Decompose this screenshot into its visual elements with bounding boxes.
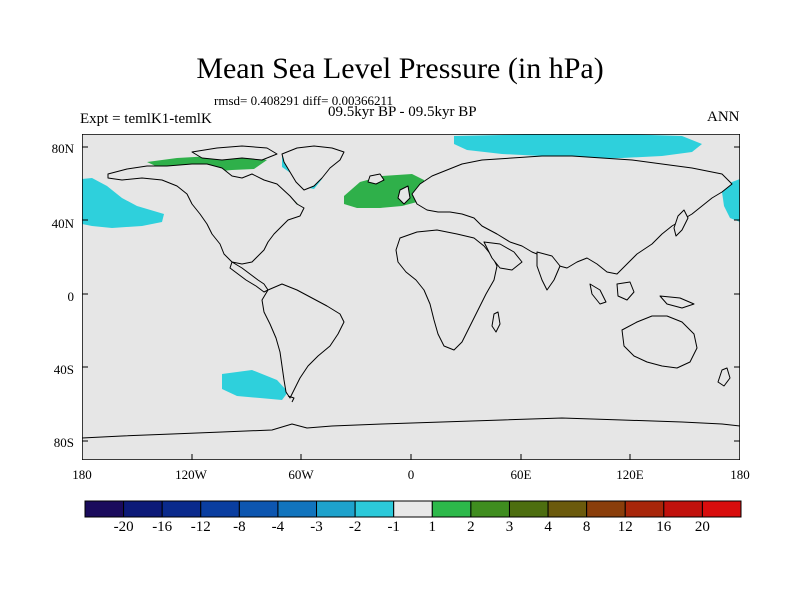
negative-anomaly-north-pacific-east	[722, 179, 740, 222]
colorbar-box	[547, 500, 588, 518]
colorbar-box	[84, 500, 125, 518]
colorbar-label: 20	[694, 519, 710, 535]
colorbar-label: -20	[113, 519, 134, 535]
colorbar-label: 4	[544, 519, 552, 535]
colorbar-box	[354, 500, 395, 518]
canadian-archipelago	[191, 145, 278, 161]
central-america	[229, 261, 269, 293]
colorbar-label: 2	[467, 519, 475, 535]
antarctica	[82, 417, 740, 460]
season-label: ANN	[707, 109, 740, 125]
south-america	[261, 283, 345, 399]
colorbar-label: 16	[656, 519, 672, 535]
rmsd-diff-stats: rmsd= 0.408291 diff= 0.00366211	[214, 93, 393, 108]
lon-label-60w: 60W	[288, 467, 314, 482]
colorbar-box	[624, 500, 665, 518]
colorbar-label: -8	[233, 519, 246, 535]
north-america	[107, 163, 305, 265]
new-zealand	[717, 367, 731, 387]
colorbar-box	[161, 500, 202, 518]
colorbar-box	[238, 500, 279, 518]
lon-label-120w: 120W	[175, 467, 207, 482]
lat-label-80s: 80S	[53, 435, 74, 450]
sumatra	[589, 283, 607, 305]
japan	[673, 209, 689, 237]
period-label: 09.5kyr BP - 09.5kyr BP	[328, 104, 477, 120]
new-guinea	[659, 295, 695, 309]
iceland	[367, 173, 385, 185]
coastlines	[82, 145, 740, 460]
colorbar-box	[586, 500, 626, 518]
colorbar-label: -16	[152, 519, 173, 535]
colorbar-label: 1	[428, 519, 437, 535]
colorbar-box	[123, 500, 163, 518]
madagascar	[491, 311, 501, 333]
colorbar-label: -12	[190, 519, 211, 535]
colorbar-label: 12	[617, 519, 633, 535]
plot-title: Mean Sea Level Pressure (in hPa)	[196, 52, 604, 85]
lat-label-40s: 40S	[53, 362, 74, 377]
india	[536, 251, 561, 291]
lat-label-80n: 80N	[51, 141, 74, 156]
negative-anomaly-north-atlantic-arctic	[454, 134, 702, 159]
australia	[621, 315, 698, 369]
colorbar	[84, 500, 742, 518]
colorbar-label: 3	[505, 519, 514, 535]
experiment-label: Expt = temlK1-temlK	[80, 111, 212, 127]
arabia	[483, 241, 523, 271]
lat-label-40n: 40N	[51, 216, 74, 231]
colorbar-box	[663, 500, 703, 518]
colorbar-box	[508, 500, 549, 518]
lon-label-180w: 180	[72, 467, 92, 482]
british-isles	[397, 185, 411, 205]
colorbar-label: -2	[348, 519, 362, 535]
colorbar-label: 8	[582, 519, 591, 535]
tick-marks	[82, 146, 740, 460]
eurasia	[411, 155, 733, 275]
colorbar-box	[701, 500, 742, 518]
southern-tip-fuegian	[287, 395, 295, 403]
colorbar-box	[431, 500, 472, 518]
negative-anomaly-south-pacific	[222, 370, 288, 400]
colorbar-label: -3	[310, 519, 323, 535]
lon-label-120e: 120E	[616, 467, 644, 482]
world-map	[82, 134, 740, 460]
colorbar-box	[200, 500, 240, 518]
colorbar-box	[316, 500, 356, 518]
africa	[395, 229, 498, 351]
indonesia-borneo	[616, 281, 635, 301]
lon-label-180e: 180	[730, 467, 750, 482]
lon-label-0: 0	[407, 467, 415, 482]
lon-label-60e: 60E	[510, 467, 532, 482]
colorbar-box	[277, 500, 318, 518]
greenland	[281, 145, 345, 191]
lat-label-eq: 0	[67, 289, 75, 304]
colorbar-label: -1	[387, 519, 400, 535]
colorbar-label: -4	[271, 519, 285, 535]
negative-anomaly-north-pacific-west	[82, 178, 164, 228]
colorbar-box	[393, 500, 433, 518]
colorbar-box	[470, 500, 510, 518]
